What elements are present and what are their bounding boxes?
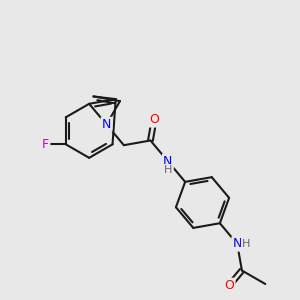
Text: H: H [164, 165, 172, 175]
Text: N: N [232, 237, 242, 250]
Text: N: N [163, 155, 172, 168]
Text: O: O [224, 279, 234, 292]
Text: O: O [149, 113, 159, 126]
Text: H: H [242, 239, 250, 249]
Text: F: F [42, 138, 49, 151]
Text: N: N [102, 118, 111, 131]
